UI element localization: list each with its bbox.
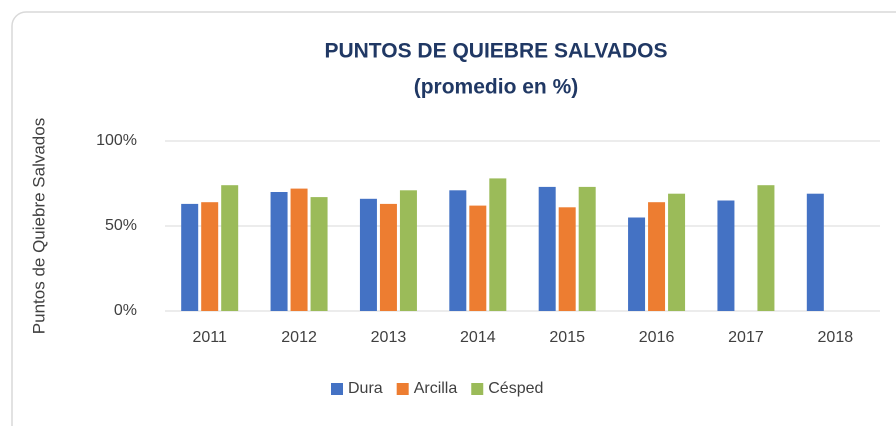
bar [181,203,199,311]
chart-subtitle: (promedio en %) [414,76,579,99]
legend-swatch [471,383,484,395]
bar [806,193,824,311]
bar [221,185,239,311]
legend-swatch [396,383,409,395]
bar [359,198,377,311]
bar [290,188,308,311]
x-tick-label: 2012 [281,329,317,346]
bar [270,192,288,311]
x-tick-label: 2014 [460,329,496,346]
bar [648,202,666,311]
bar [538,186,556,311]
y-tick-label: 100% [96,132,137,149]
bar [310,197,328,311]
bar [449,190,467,311]
bar [757,185,775,311]
legend-label: Arcilla [414,380,458,397]
bar [469,205,487,311]
bar [717,200,735,311]
y-tick-label: 50% [105,217,137,234]
bar [201,202,219,311]
x-tick-label: 2016 [639,329,675,346]
bar [628,217,646,311]
x-tick-label: 2015 [549,329,585,346]
bar [578,186,596,311]
bar [668,193,686,311]
chart-title: PUNTOS DE QUIEBRE SALVADOS [324,40,667,63]
legend-swatch [331,383,343,395]
x-tick-label: 2018 [818,329,854,346]
bar [558,207,576,311]
x-tick-label: 2017 [728,329,764,346]
y-tick-label: 0% [114,302,137,319]
x-tick-label: 2011 [192,329,227,346]
x-tick-label: 2013 [371,329,407,346]
y-axis-label: Puntos de Quiebre Salvados [29,118,48,334]
bar [379,203,397,311]
legend-label: Dura [348,380,383,397]
legend-label: Césped [488,380,543,397]
bar [399,190,417,311]
bar [489,178,507,311]
